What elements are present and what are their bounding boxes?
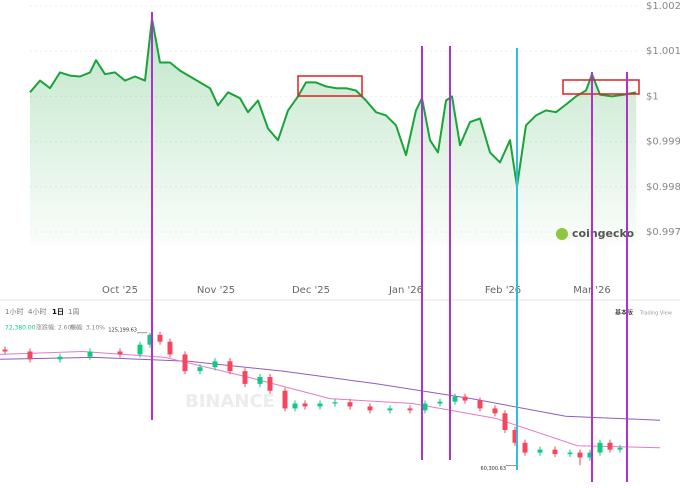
candle-body: [212, 361, 218, 368]
annotation-label: 125,199.63: [108, 327, 137, 333]
candle-body: [607, 442, 613, 450]
candle-body: [477, 400, 483, 409]
x-tick-label: Nov '25: [197, 285, 235, 296]
candle-body: [267, 377, 273, 391]
x-tick-label: Jan '26: [388, 285, 423, 296]
candle-body: [587, 452, 593, 458]
candle-body: [347, 402, 353, 407]
candle-body: [502, 413, 508, 430]
y-tick-label: $0.997: [646, 227, 680, 238]
candle-chart: 1小时 4小时 1日 1周 72,380.00 涨跌幅: 2.60%振幅: 3.10% 基本…: [0, 307, 672, 472]
candle-body: [567, 452, 573, 455]
x-tick-label: Dec '25: [292, 285, 330, 296]
x-tick-label: Oct '25: [102, 285, 138, 296]
y-tick-label: $1: [646, 91, 659, 102]
y-tick-label: $0.998: [646, 182, 680, 193]
candle-body: [302, 403, 308, 407]
candle-body: [597, 442, 603, 453]
candle-body: [227, 361, 233, 372]
highlight-box: [297, 75, 363, 97]
info-text: 涨跌幅: 2.60%: [36, 324, 77, 332]
candle-body: [242, 371, 248, 384]
watermark: coingecko: [572, 227, 635, 240]
candle-body: [157, 334, 163, 342]
candle-body: [182, 354, 188, 372]
candle-body: [57, 356, 63, 360]
annotations: [151, 12, 640, 482]
candle-body: [87, 351, 93, 357]
candle-body: [617, 447, 623, 450]
candle-body: [462, 396, 468, 401]
y-tick-label: $1.002: [646, 1, 680, 12]
candle-body: [512, 430, 518, 443]
y-tick-label: $1.001: [646, 46, 680, 57]
candle-body: [282, 390, 288, 409]
annotation-label: 60,300.63: [481, 466, 506, 472]
candle-body: [492, 408, 498, 414]
interval-tab: 1小时: [5, 307, 23, 316]
info-text: 72,380.00: [5, 325, 36, 332]
candle-body: [2, 349, 8, 352]
moving-average: [0, 356, 661, 421]
watermark: BINANCE: [185, 391, 275, 412]
candle-body: [292, 403, 298, 409]
mode-label: Trading View: [639, 311, 672, 317]
candle-body: [27, 351, 33, 360]
candle-body: [452, 396, 458, 402]
candle-body: [552, 449, 558, 455]
area: [30, 18, 636, 246]
mode-label: 基本版: [615, 309, 633, 317]
candle-body: [317, 403, 323, 407]
candle-body: [577, 452, 583, 458]
candle-body: [522, 442, 528, 453]
candle-body: [117, 351, 123, 355]
candle-body: [537, 449, 543, 453]
interval-tab: 1周: [68, 308, 79, 316]
interval-tab: 1日: [52, 308, 64, 316]
price-line: [29, 17, 637, 188]
interval-tab: 4小时: [28, 307, 46, 316]
candle-body: [197, 367, 203, 372]
info-text: 振幅: 3.10%: [70, 324, 105, 332]
logo-icon: [556, 228, 568, 240]
candle-body: [137, 344, 143, 355]
y-tick-label: $0.999: [646, 137, 680, 148]
highlight-box: [562, 79, 640, 95]
candle-body: [367, 406, 373, 411]
candle-body: [437, 401, 443, 404]
candle-body: [332, 402, 338, 404]
candle-body: [407, 408, 413, 411]
moving-average: [0, 350, 661, 449]
candle-body: [422, 403, 428, 411]
candle-body: [147, 334, 153, 345]
candle-body: [387, 408, 393, 411]
x-tick-label: Feb '26: [485, 285, 521, 296]
candle-body: [167, 341, 173, 355]
candle-body: [257, 377, 263, 384]
